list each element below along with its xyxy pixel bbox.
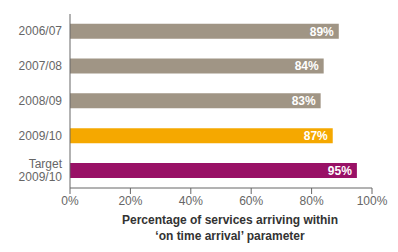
svg-text:84%: 84% <box>295 59 319 73</box>
svg-text:83%: 83% <box>292 94 316 108</box>
svg-text:40%: 40% <box>179 194 203 208</box>
svg-text:20%: 20% <box>118 194 142 208</box>
svg-text:2009/10: 2009/10 <box>19 129 63 143</box>
svg-text:2007/08: 2007/08 <box>19 59 63 73</box>
svg-text:Target2009/10: Target2009/10 <box>19 157 63 184</box>
svg-text:89%: 89% <box>310 25 334 39</box>
svg-text:95%: 95% <box>328 164 352 178</box>
svg-text:2008/09: 2008/09 <box>19 94 63 108</box>
svg-text:2006/07: 2006/07 <box>19 24 63 38</box>
html-text:Percentage of services arrivin: Percentage of services arriving within <box>122 213 338 227</box>
svg-text:80%: 80% <box>300 194 324 208</box>
svg-text:87%: 87% <box>304 129 328 143</box>
svg-text:60%: 60% <box>239 194 263 208</box>
svg-text:0%: 0% <box>61 194 79 208</box>
svg-text:100%: 100% <box>357 194 388 208</box>
html-text:‘on time arrival’ parameter: ‘on time arrival’ parameter <box>155 229 305 243</box>
